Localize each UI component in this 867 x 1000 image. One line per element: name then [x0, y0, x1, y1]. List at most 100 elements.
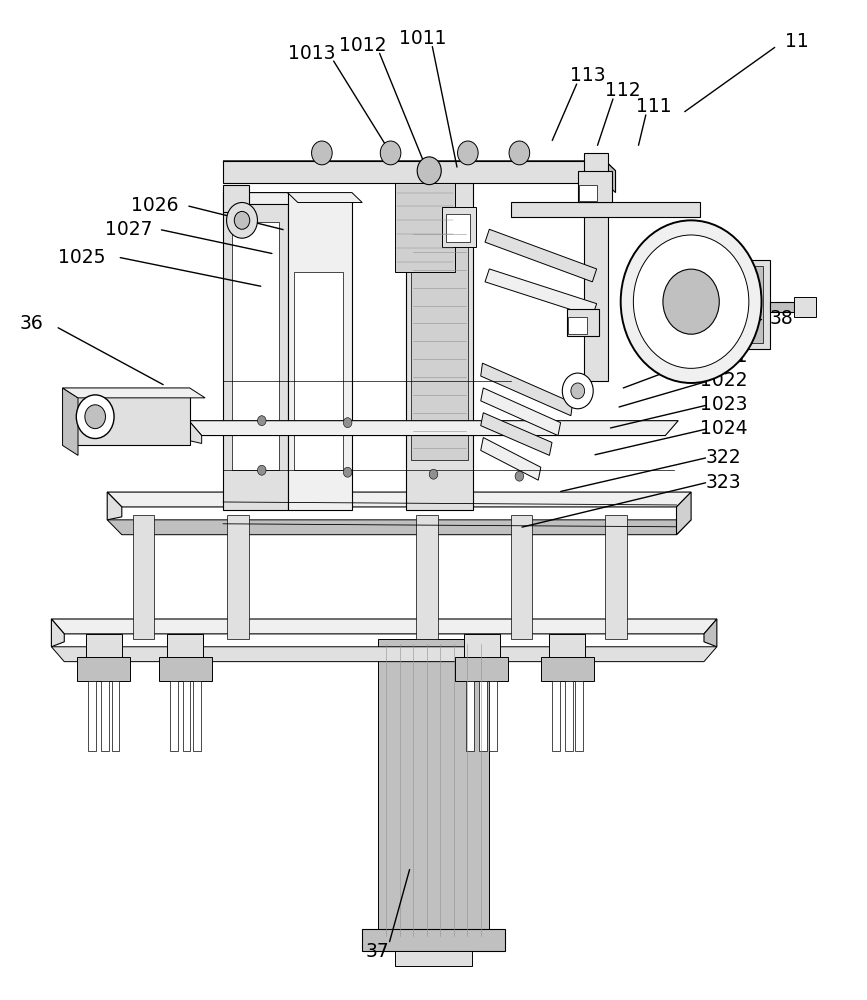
Polygon shape: [183, 681, 191, 751]
Polygon shape: [51, 619, 717, 634]
Polygon shape: [62, 388, 190, 445]
Text: 1013: 1013: [288, 44, 336, 63]
Polygon shape: [167, 634, 204, 662]
Circle shape: [417, 157, 441, 185]
Polygon shape: [577, 171, 612, 202]
Text: 111: 111: [636, 97, 672, 116]
Polygon shape: [193, 681, 201, 751]
Polygon shape: [295, 272, 343, 470]
Text: 37: 37: [366, 942, 389, 961]
Polygon shape: [479, 681, 486, 751]
Circle shape: [257, 416, 266, 426]
Circle shape: [515, 471, 524, 481]
Text: 112: 112: [604, 81, 640, 100]
Polygon shape: [101, 681, 109, 751]
Polygon shape: [794, 297, 816, 317]
Text: 1011: 1011: [399, 29, 447, 48]
Circle shape: [343, 467, 352, 477]
Circle shape: [634, 235, 749, 368]
Polygon shape: [133, 515, 154, 639]
Circle shape: [458, 141, 479, 165]
Polygon shape: [223, 161, 616, 171]
Polygon shape: [62, 388, 78, 455]
Polygon shape: [227, 515, 249, 639]
Circle shape: [343, 418, 352, 428]
Circle shape: [429, 469, 438, 479]
Polygon shape: [223, 161, 605, 183]
Circle shape: [85, 405, 106, 429]
Polygon shape: [489, 681, 497, 751]
Polygon shape: [223, 193, 288, 510]
Polygon shape: [552, 681, 560, 751]
Text: 1022: 1022: [700, 371, 747, 390]
Polygon shape: [51, 647, 717, 662]
Circle shape: [257, 465, 266, 475]
Polygon shape: [442, 207, 477, 247]
Polygon shape: [727, 260, 770, 349]
Polygon shape: [406, 163, 483, 173]
Text: 1026: 1026: [131, 196, 179, 215]
Polygon shape: [583, 153, 608, 381]
Circle shape: [381, 141, 401, 165]
Circle shape: [663, 269, 720, 334]
Text: 323: 323: [706, 473, 741, 492]
Circle shape: [570, 383, 584, 399]
Text: 38: 38: [769, 309, 793, 328]
Polygon shape: [455, 657, 508, 681]
Circle shape: [76, 395, 114, 439]
Polygon shape: [223, 185, 249, 212]
Polygon shape: [362, 929, 505, 951]
Polygon shape: [485, 269, 596, 317]
Polygon shape: [605, 515, 627, 639]
Polygon shape: [159, 657, 212, 681]
Text: 11: 11: [785, 32, 809, 51]
Polygon shape: [480, 438, 541, 480]
Polygon shape: [112, 681, 120, 751]
Text: 1021: 1021: [700, 347, 747, 366]
Polygon shape: [189, 421, 202, 443]
Polygon shape: [288, 193, 362, 202]
Circle shape: [509, 141, 530, 165]
Polygon shape: [734, 266, 763, 343]
Polygon shape: [170, 681, 178, 751]
Polygon shape: [394, 951, 473, 966]
Text: 1025: 1025: [58, 248, 105, 267]
Text: 113: 113: [570, 66, 606, 85]
Polygon shape: [511, 202, 700, 217]
Polygon shape: [575, 681, 583, 751]
Polygon shape: [568, 317, 587, 334]
Polygon shape: [416, 515, 438, 639]
Polygon shape: [550, 634, 585, 662]
Polygon shape: [406, 163, 473, 510]
Polygon shape: [485, 229, 596, 282]
Circle shape: [311, 141, 332, 165]
Polygon shape: [51, 619, 64, 647]
Polygon shape: [108, 492, 691, 507]
Polygon shape: [704, 619, 717, 647]
Polygon shape: [108, 492, 121, 520]
Text: 1024: 1024: [700, 419, 747, 438]
Polygon shape: [108, 520, 691, 535]
Polygon shape: [77, 657, 130, 681]
Polygon shape: [88, 681, 96, 751]
Polygon shape: [378, 639, 489, 941]
Polygon shape: [466, 681, 474, 751]
Polygon shape: [189, 421, 678, 436]
Text: 1023: 1023: [700, 395, 747, 414]
Polygon shape: [511, 515, 532, 639]
Polygon shape: [62, 388, 205, 398]
Polygon shape: [605, 161, 616, 193]
Circle shape: [234, 211, 250, 229]
Polygon shape: [86, 634, 121, 662]
Polygon shape: [394, 183, 455, 272]
Polygon shape: [770, 302, 794, 312]
Polygon shape: [579, 185, 596, 201]
Polygon shape: [480, 363, 572, 416]
Polygon shape: [223, 193, 300, 204]
Polygon shape: [288, 193, 352, 510]
Polygon shape: [565, 681, 572, 751]
Text: 322: 322: [706, 448, 741, 467]
Polygon shape: [464, 634, 499, 662]
Text: 36: 36: [20, 314, 43, 333]
Circle shape: [621, 220, 761, 383]
